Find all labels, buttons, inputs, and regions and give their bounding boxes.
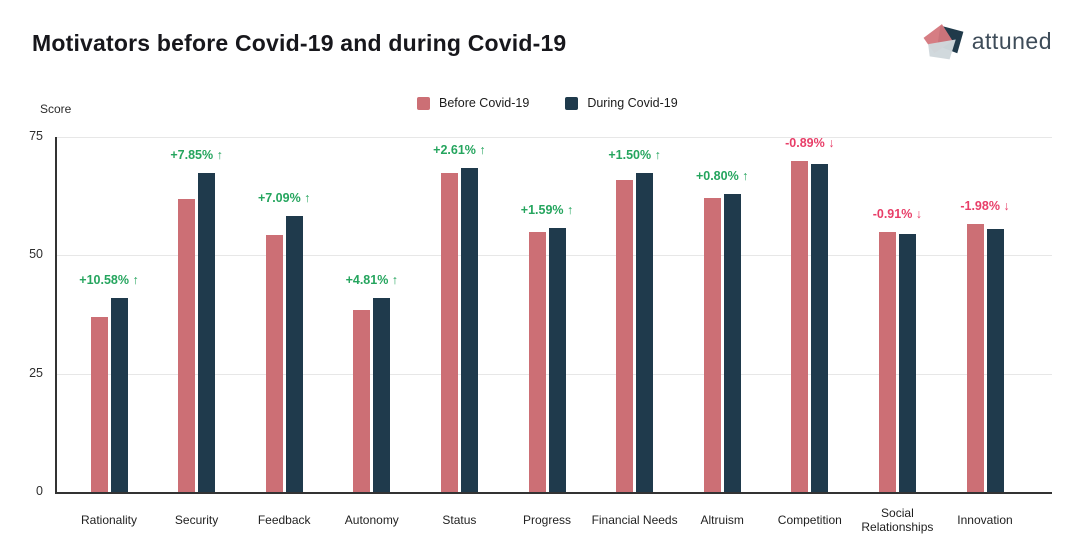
x-axis-label: Altruism <box>700 513 744 527</box>
bar-during-covid <box>898 234 916 492</box>
x-axis-label: Social Relationships <box>861 506 934 534</box>
x-axis-label: Autonomy <box>344 513 399 527</box>
change-annotation: +10.58% ↑ <box>79 272 139 287</box>
bar-before-covid <box>178 198 196 492</box>
plot-area: +10.58% ↑ Rationality +7.85% ↑ Security +7.0… <box>55 135 1052 534</box>
attuned-logo-icon <box>923 24 964 60</box>
change-annotation: -1.98% ↓ <box>960 198 1010 213</box>
x-axis-label: Financial Needs <box>591 513 678 527</box>
change-annotation: +1.50% ↑ <box>608 148 661 163</box>
y-axis-label: 75 <box>29 129 43 143</box>
legend-label-during: During Covid-19 <box>587 96 678 110</box>
bar-during-covid <box>198 172 216 492</box>
y-axis-title: Score <box>40 102 72 116</box>
brand-wordmark: attuned <box>971 27 1052 54</box>
x-axis-label: Innovation <box>957 513 1013 527</box>
legend-swatch-during <box>565 96 579 110</box>
change-annotation: -0.91% ↓ <box>872 206 923 221</box>
legend-swatch-before <box>417 96 430 110</box>
bar-before-covid <box>353 309 371 492</box>
chart-legend: Before Covid-19 During Covid-19 <box>417 96 678 110</box>
page-title: Motivators before Covid-19 and during Co… <box>32 30 567 56</box>
bar-during-covid <box>636 173 654 492</box>
bar-before-covid <box>616 179 634 492</box>
bar-during-covid <box>548 227 566 492</box>
bar-before-covid <box>528 231 546 492</box>
legend-item-before: Before Covid-19 <box>417 96 529 110</box>
bar-during-covid <box>811 163 829 492</box>
x-axis-label: Feedback <box>257 513 311 527</box>
bar-before-covid <box>440 173 458 492</box>
brand-logo: attuned <box>922 18 1052 64</box>
legend-item-during: During Covid-19 <box>565 96 678 110</box>
y-axis-ticks: 0 25 50 75 <box>0 129 43 498</box>
bar-before-covid <box>90 316 108 492</box>
bar-during-covid <box>285 216 303 492</box>
bar-during-covid <box>110 297 128 492</box>
change-annotation: +7.85% ↑ <box>170 147 223 162</box>
bar-before-covid <box>966 223 984 492</box>
change-annotation: +0.80% ↑ <box>695 168 749 183</box>
bar-before-covid <box>878 231 896 492</box>
legend-label-before: Before Covid-19 <box>439 96 530 110</box>
bar-before-covid <box>791 160 809 492</box>
y-axis-label: 0 <box>36 484 43 498</box>
change-annotation: +1.59% ↑ <box>520 202 574 217</box>
change-annotation: +7.09% ↑ <box>257 191 311 206</box>
x-axis-label: Status <box>442 513 477 527</box>
x-axis-label: Progress <box>522 513 572 527</box>
gridline <box>57 137 1052 138</box>
bar-during-covid <box>373 298 391 492</box>
bar-before-covid <box>265 234 283 492</box>
x-axis-label: Security <box>174 513 219 527</box>
bar-during-covid <box>986 228 1004 492</box>
bar-before-covid <box>703 197 721 492</box>
y-axis-label: 25 <box>29 365 43 380</box>
change-annotation: +2.61% ↑ <box>433 142 486 157</box>
change-annotation: +4.81% ↑ <box>345 273 399 288</box>
change-annotation: -0.89% ↓ <box>785 135 835 150</box>
bar-during-covid <box>723 193 741 492</box>
bar-during-covid <box>460 167 478 492</box>
x-axis-label: Rationality <box>80 513 138 527</box>
x-axis-label: Competition <box>777 513 842 527</box>
y-axis-label: 50 <box>29 247 43 262</box>
